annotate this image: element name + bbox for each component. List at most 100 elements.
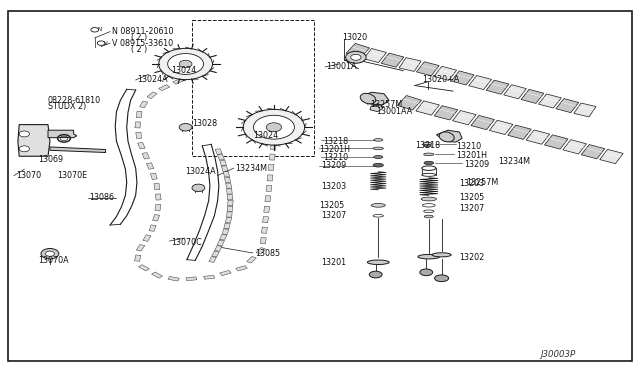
Polygon shape [149, 225, 156, 231]
Ellipse shape [374, 139, 383, 141]
Circle shape [168, 54, 204, 74]
Polygon shape [209, 257, 216, 262]
Ellipse shape [367, 260, 389, 264]
Polygon shape [269, 154, 275, 160]
Text: 13257M: 13257M [370, 100, 402, 109]
Polygon shape [262, 227, 268, 233]
Polygon shape [228, 200, 233, 206]
Circle shape [179, 60, 192, 68]
Ellipse shape [373, 163, 383, 167]
Polygon shape [221, 166, 228, 171]
Text: 13001A: 13001A [326, 62, 357, 71]
Polygon shape [362, 92, 389, 105]
Polygon shape [521, 89, 544, 103]
Text: 13218: 13218 [415, 141, 440, 150]
Polygon shape [538, 94, 561, 108]
Polygon shape [490, 120, 513, 135]
Circle shape [179, 124, 192, 131]
Polygon shape [222, 229, 228, 234]
Text: N: N [97, 27, 101, 32]
Text: 13257M: 13257M [466, 178, 498, 187]
Polygon shape [142, 153, 150, 159]
Polygon shape [265, 196, 271, 202]
Polygon shape [147, 163, 154, 169]
Text: 13207: 13207 [321, 211, 346, 220]
Polygon shape [504, 85, 527, 99]
Text: 13210: 13210 [323, 153, 348, 162]
Ellipse shape [422, 166, 436, 170]
Ellipse shape [435, 275, 449, 282]
Polygon shape [218, 154, 225, 160]
Ellipse shape [421, 197, 436, 201]
Ellipse shape [422, 204, 435, 207]
Text: 13070E: 13070E [58, 171, 88, 180]
Circle shape [41, 248, 59, 259]
Polygon shape [227, 206, 233, 211]
Polygon shape [227, 195, 233, 200]
Polygon shape [451, 71, 474, 85]
Polygon shape [271, 144, 276, 150]
Text: 13203: 13203 [460, 179, 484, 187]
Ellipse shape [439, 132, 454, 142]
Polygon shape [156, 194, 161, 200]
Text: 13020+A: 13020+A [422, 76, 460, 84]
Text: 13201: 13201 [321, 258, 346, 267]
Polygon shape [556, 99, 579, 113]
Polygon shape [452, 110, 476, 125]
Polygon shape [434, 106, 458, 120]
Text: N 08911-20610: N 08911-20610 [112, 27, 173, 36]
Ellipse shape [422, 173, 436, 176]
Ellipse shape [360, 93, 376, 104]
Text: 13205: 13205 [460, 193, 484, 202]
Text: 13070: 13070 [16, 171, 41, 180]
Polygon shape [215, 149, 222, 154]
Text: 13085: 13085 [255, 249, 280, 258]
Polygon shape [220, 234, 227, 240]
Polygon shape [18, 125, 50, 156]
Text: 13028: 13028 [192, 119, 217, 128]
Polygon shape [545, 135, 568, 149]
Ellipse shape [371, 203, 385, 207]
Polygon shape [508, 125, 531, 140]
Text: 08228-61810: 08228-61810 [48, 96, 101, 105]
Polygon shape [220, 160, 227, 166]
Text: 13207: 13207 [460, 204, 484, 213]
Polygon shape [226, 183, 232, 189]
Polygon shape [267, 175, 273, 181]
Polygon shape [381, 53, 404, 67]
Text: 13209: 13209 [464, 160, 489, 169]
Text: 13218: 13218 [323, 137, 348, 146]
Circle shape [243, 109, 305, 145]
Polygon shape [236, 266, 247, 271]
Text: 13070C: 13070C [172, 238, 202, 247]
Text: 13201H: 13201H [319, 145, 349, 154]
Ellipse shape [432, 253, 451, 257]
Text: 13086: 13086 [90, 193, 115, 202]
Ellipse shape [420, 269, 433, 276]
Polygon shape [574, 103, 596, 117]
Polygon shape [50, 147, 106, 153]
Polygon shape [224, 223, 230, 229]
Polygon shape [220, 270, 231, 276]
Circle shape [266, 123, 282, 132]
Polygon shape [136, 132, 141, 138]
Polygon shape [136, 111, 142, 118]
Circle shape [253, 115, 294, 139]
Text: 13210: 13210 [456, 142, 481, 151]
Polygon shape [186, 277, 196, 280]
Polygon shape [134, 255, 141, 261]
Polygon shape [173, 78, 184, 84]
Text: 13024A: 13024A [186, 167, 216, 176]
Polygon shape [436, 130, 462, 142]
Polygon shape [563, 140, 586, 154]
Polygon shape [225, 177, 230, 183]
Polygon shape [526, 130, 550, 144]
Polygon shape [471, 115, 495, 130]
Ellipse shape [424, 153, 434, 156]
Ellipse shape [373, 147, 383, 150]
Polygon shape [48, 130, 77, 138]
Circle shape [19, 146, 29, 152]
Polygon shape [135, 122, 141, 128]
Polygon shape [143, 235, 151, 241]
Polygon shape [370, 105, 383, 112]
